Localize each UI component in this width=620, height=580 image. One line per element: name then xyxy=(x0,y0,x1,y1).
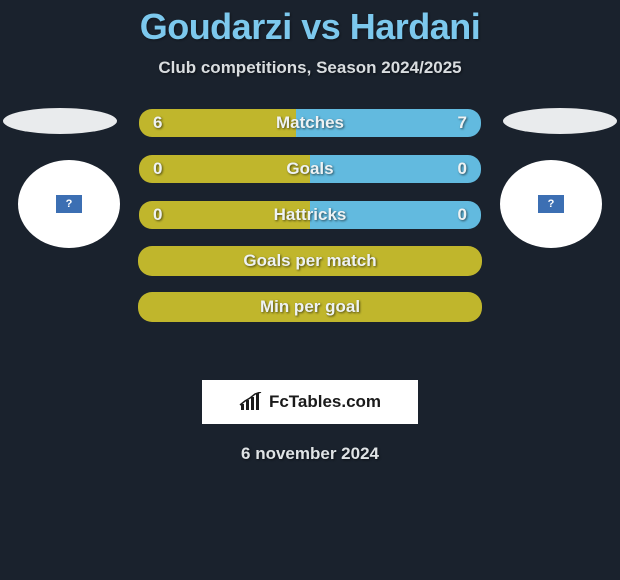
stat-label: Min per goal xyxy=(139,297,481,317)
date-label: 6 november 2024 xyxy=(0,444,620,464)
stat-row-goals: 00Goals xyxy=(138,154,482,184)
attribution-text: FcTables.com xyxy=(269,392,381,412)
attribution-bar[interactable]: FcTables.com xyxy=(202,380,418,424)
stat-row-matches: 67Matches xyxy=(138,108,482,138)
subtitle: Club competitions, Season 2024/2025 xyxy=(0,58,620,78)
stat-rows: 67Matches 00Goals 00Hattricks Goals per mat… xyxy=(138,108,482,338)
left-player-badge: ? xyxy=(18,160,120,248)
right-ellipse xyxy=(503,108,617,134)
stat-row-goals-per-match: Goals per match xyxy=(138,246,482,276)
comparison-area: ? ? 67Matches 00Goals 00Hattricks Goals per… xyxy=(0,108,620,368)
right-flag-icon: ? xyxy=(538,195,564,213)
page-title: Goudarzi vs Hardani xyxy=(0,0,620,48)
stat-label: Goals xyxy=(139,159,481,179)
stat-label: Goals per match xyxy=(139,251,481,271)
stat-label: Hattricks xyxy=(139,205,481,225)
widget-root: Goudarzi vs Hardani Club competitions, S… xyxy=(0,0,620,464)
stat-row-hattricks: 00Hattricks xyxy=(138,200,482,230)
left-flag-icon: ? xyxy=(56,195,82,213)
right-player-badge: ? xyxy=(500,160,602,248)
stat-row-min-per-goal: Min per goal xyxy=(138,292,482,322)
left-ellipse xyxy=(3,108,117,134)
chart-icon xyxy=(239,392,263,412)
stat-label: Matches xyxy=(139,113,481,133)
